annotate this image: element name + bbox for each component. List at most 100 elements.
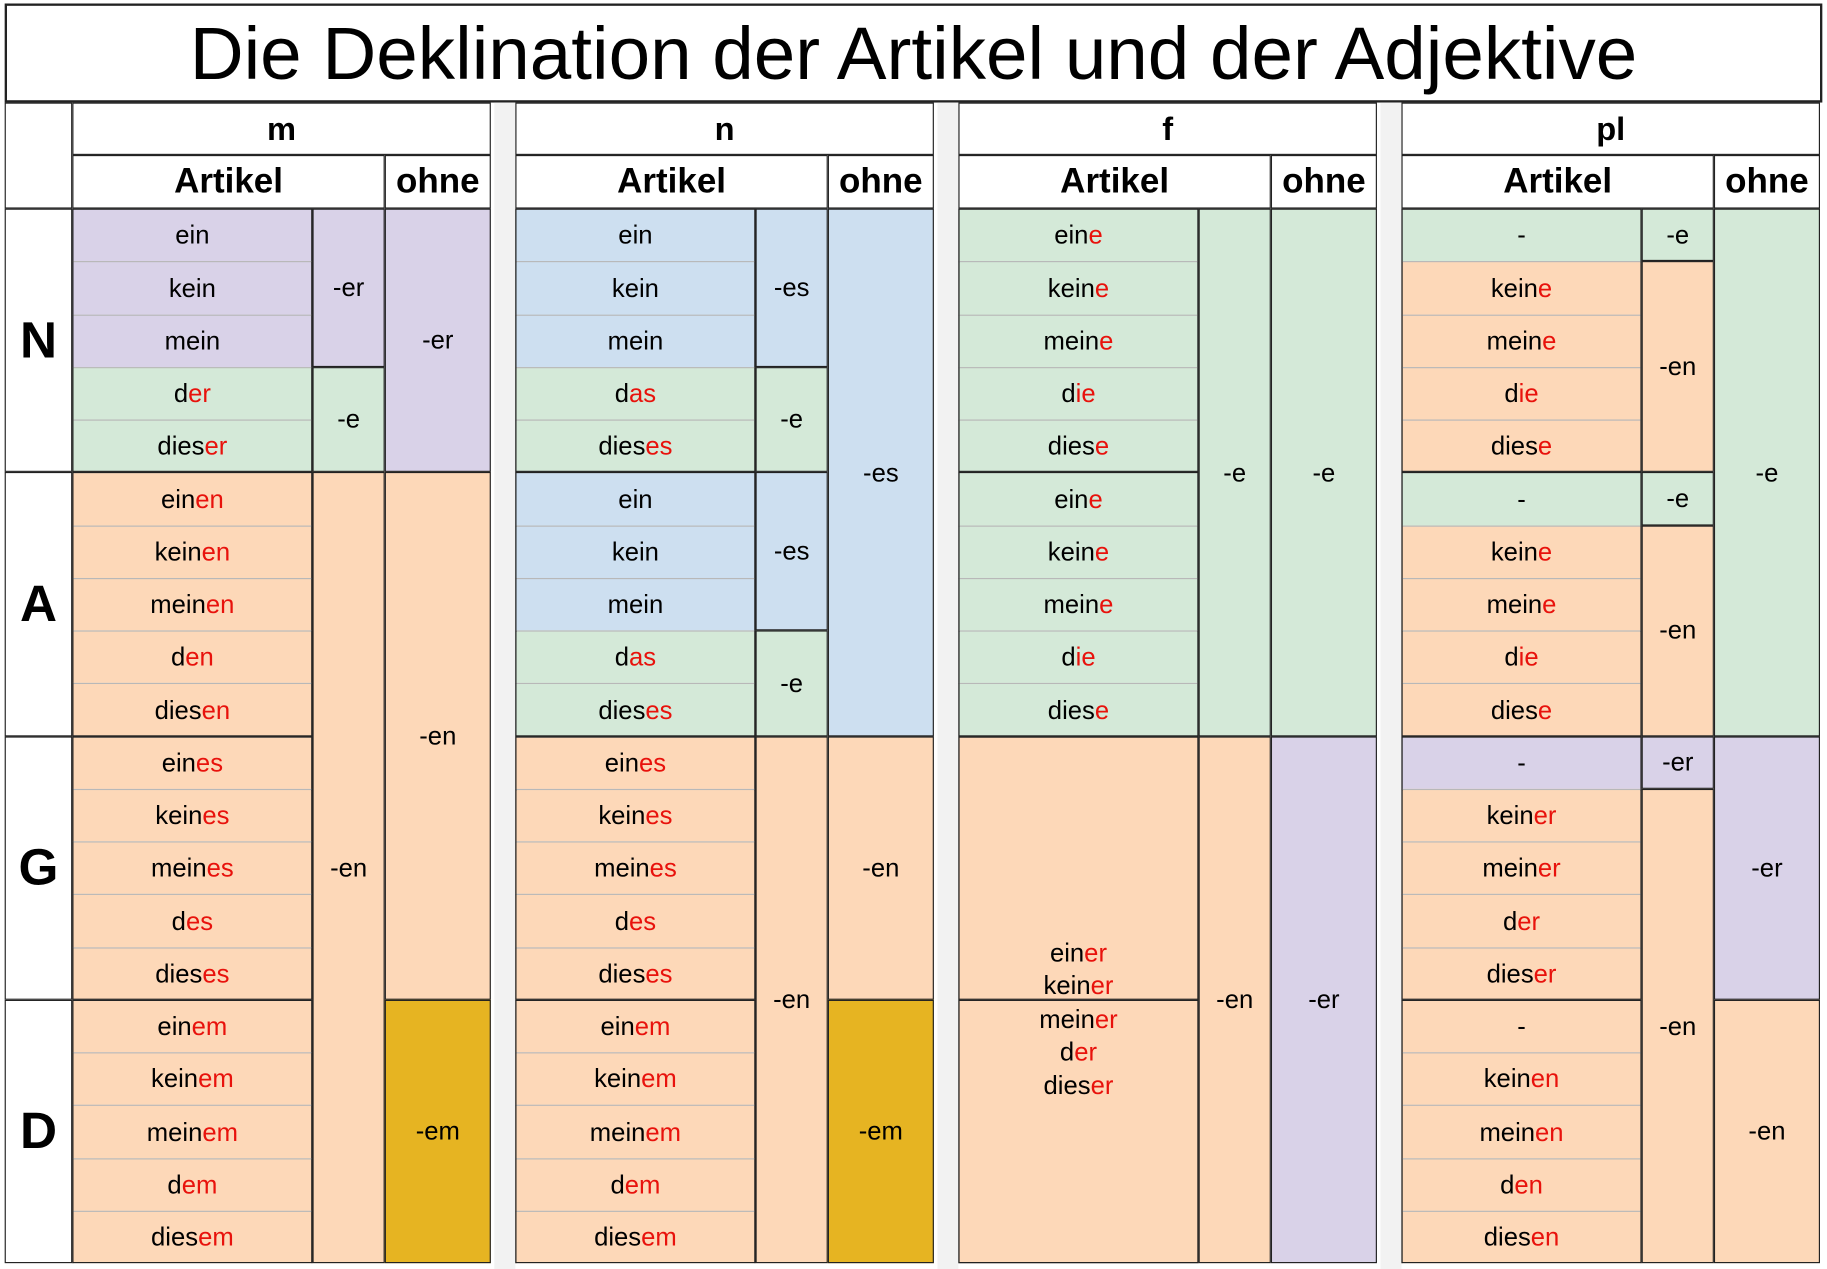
article-cell: mein er <box>1401 841 1642 895</box>
article-cell: ein e <box>958 208 1199 262</box>
article-stem: dies <box>154 695 202 725</box>
article-ending: e <box>1094 695 1110 725</box>
article-ending: es <box>638 747 667 778</box>
gender-header-pl: pl <box>1401 102 1821 155</box>
article-ending: en <box>195 484 224 514</box>
article-cell: dies es <box>515 419 756 473</box>
article-stem: - <box>1517 484 1526 514</box>
article-ending: e <box>1537 273 1553 303</box>
adjective-ending: -e <box>312 366 385 473</box>
article-cell: d ie <box>1401 630 1642 684</box>
ohne-ending: -er <box>1713 735 1821 1000</box>
article-stem: kein <box>151 1064 199 1094</box>
article-cell: dies er <box>1401 946 1642 1000</box>
adjective-ending: -en <box>1641 788 1714 1264</box>
article-ending: es <box>202 958 230 989</box>
article-cell: ein <box>72 208 313 262</box>
adjective-ending: -en <box>312 472 385 1264</box>
article-cell: dies es <box>515 683 756 736</box>
article-ending: en <box>1530 1222 1560 1252</box>
artikel-header: Artikel <box>515 154 828 209</box>
article-ending: em <box>641 1064 677 1094</box>
article-ending: en <box>201 695 231 725</box>
ohne-ending: -en <box>827 735 934 1000</box>
case-label-D: D <box>4 999 73 1264</box>
article-stem: d <box>1059 1037 1075 1067</box>
article-cell: mein em <box>72 1104 313 1158</box>
ohne-ending: -es <box>827 208 934 736</box>
article-ending: e <box>1099 326 1114 356</box>
case-label-A: A <box>4 472 73 736</box>
adjective-ending: -es <box>755 472 828 631</box>
article-stem: - <box>1517 1011 1526 1041</box>
article-stem: d <box>173 378 189 408</box>
article-stem: kein <box>1486 800 1534 830</box>
article-stem: ein <box>1054 484 1089 514</box>
article-stem: kein <box>598 800 646 830</box>
article-stem: d <box>1061 378 1076 408</box>
article-cell: d as <box>515 630 756 684</box>
adjective-ending: -er <box>312 208 385 367</box>
case-label-G: G <box>4 735 73 1000</box>
article-ending: e <box>1094 537 1110 567</box>
article-ending: er <box>204 431 228 461</box>
article-ending: ie <box>1075 378 1096 408</box>
article-cell: d er <box>1401 894 1642 947</box>
article-cell: kein er <box>1401 788 1642 842</box>
article-stem: mein <box>594 853 650 883</box>
article-stem: mein <box>589 1117 646 1147</box>
article-cell: mein em <box>515 1104 756 1158</box>
article-cell: mein es <box>515 841 756 895</box>
article-ending: as <box>629 378 657 408</box>
article-ending: e <box>1094 273 1110 303</box>
article-ending: e <box>1088 220 1103 250</box>
artikel-header: Artikel <box>72 154 385 209</box>
article-ending: e <box>1542 326 1557 356</box>
article-cell: mein es <box>72 841 313 895</box>
article-line: einer <box>1050 936 1107 969</box>
article-cell: dies e <box>1401 419 1642 473</box>
gender-header-m: m <box>72 102 491 155</box>
article-ending: en <box>1530 1064 1560 1094</box>
article-cell: - <box>1401 472 1642 525</box>
adjective-ending: -en <box>1198 735 1271 1264</box>
article-cell: kein en <box>72 524 313 578</box>
article-ending: em <box>645 1117 682 1147</box>
article-stem: ein <box>618 220 653 250</box>
adjective-ending: -en <box>755 735 828 1264</box>
article-cell: ein <box>515 208 756 262</box>
article-cell: d as <box>515 366 756 420</box>
article-cell: - <box>1401 735 1642 789</box>
article-stem: d <box>610 1169 625 1199</box>
article-stem: d <box>1502 906 1518 936</box>
article-cell: dies es <box>72 946 313 1000</box>
article-cell: kein <box>515 261 756 315</box>
article-ending: es <box>629 906 657 936</box>
article-stem: kein <box>1047 537 1095 567</box>
article-cell: mein <box>515 577 756 631</box>
ohne-ending: -e <box>1713 208 1821 736</box>
article-cell: kein em <box>515 1052 756 1105</box>
article-stem: dies <box>1047 695 1095 725</box>
article-stem: ein <box>157 1011 192 1041</box>
adjective-ending: -en <box>1641 261 1714 473</box>
article-ending: e <box>1099 589 1114 619</box>
ohne-ending: -em <box>827 999 934 1264</box>
article-line: der <box>1060 1036 1097 1069</box>
article-cell: dies e <box>1401 683 1642 736</box>
article-stem: - <box>1517 220 1526 250</box>
article-ending: es <box>206 853 234 883</box>
article-cell: d es <box>515 894 756 947</box>
article-cell: mein en <box>72 577 313 631</box>
article-stem: kein <box>611 537 659 567</box>
article-ending: en <box>201 537 231 567</box>
article-stem: mein <box>1486 589 1543 619</box>
article-stem: kein <box>1483 1064 1531 1094</box>
adjective-ending: -e <box>755 630 828 736</box>
article-ending: es <box>202 800 230 830</box>
article-ending: er <box>1094 1003 1118 1034</box>
article-stem: ein <box>1049 937 1085 967</box>
article-cell: kein <box>515 524 756 578</box>
article-stem: ein <box>175 220 210 250</box>
